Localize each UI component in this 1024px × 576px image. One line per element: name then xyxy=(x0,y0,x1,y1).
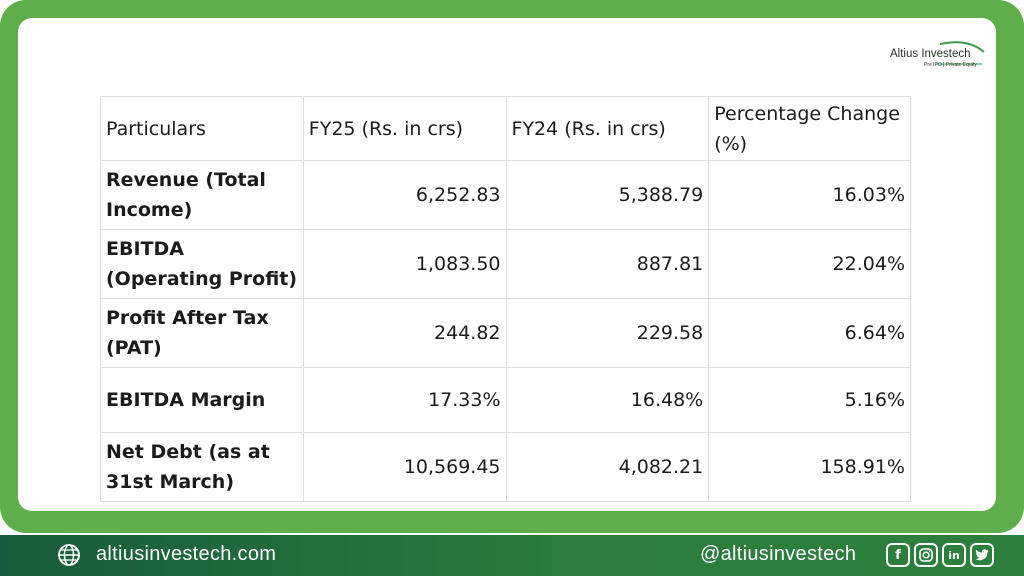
table-row: Revenue (Total Income) 6,252.83 5,388.79… xyxy=(100,160,911,230)
row-label: Profit After Tax (PAT) xyxy=(100,298,304,368)
facebook-icon[interactable]: f xyxy=(886,543,910,567)
logo-swoosh-icon xyxy=(936,41,985,65)
row-label: EBITDA Margin xyxy=(100,367,304,433)
instagram-icon[interactable] xyxy=(914,543,938,567)
fy24-value: 16.48% xyxy=(505,367,710,433)
website-link[interactable]: altiusinvestech.com xyxy=(96,543,277,565)
fy25-value: 244.82 xyxy=(302,298,507,368)
financials-table: Particulars FY25 (Rs. in crs) FY24 (Rs. … xyxy=(100,96,911,502)
row-label: EBITDA (Operating Profit) xyxy=(100,229,304,299)
change-value: 158.91% xyxy=(708,432,911,502)
change-value: 5.16% xyxy=(708,367,911,433)
fy25-value: 17.33% xyxy=(302,367,507,433)
change-value: 22.04% xyxy=(708,229,911,299)
fy25-value: 1,083.50 xyxy=(302,229,507,299)
twitter-bird-glyph xyxy=(975,549,989,561)
row-label: Revenue (Total Income) xyxy=(100,160,304,230)
fy24-value: 887.81 xyxy=(505,229,710,299)
fy24-value: 5,388.79 xyxy=(505,160,710,230)
linkedin-icon[interactable]: in xyxy=(942,543,966,567)
footer-bar: altiusinvestech.com @altiusinvestech f i… xyxy=(0,535,1024,576)
table-row: EBITDA Margin 17.33% 16.48% 5.16% xyxy=(100,367,911,433)
instagram-glyph xyxy=(919,548,933,562)
column-header: FY25 (Rs. in crs) xyxy=(302,96,507,161)
twitter-icon[interactable] xyxy=(970,543,994,567)
row-label: Net Debt (as at 31st March) xyxy=(100,432,304,502)
table-row: EBITDA (Operating Profit) 1,083.50 887.8… xyxy=(100,229,911,299)
column-header: Percentage Change (%) xyxy=(708,96,911,161)
fy25-value: 6,252.83 xyxy=(302,160,507,230)
table-header-row: Particulars FY25 (Rs. in crs) FY24 (Rs. … xyxy=(100,96,911,161)
logo-name: Altius Investech xyxy=(890,48,971,60)
company-logo: Altius Investech Pre IPO | Private Equit… xyxy=(880,38,990,76)
table-row: Profit After Tax (PAT) 244.82 229.58 6.6… xyxy=(100,298,911,368)
globe-icon xyxy=(58,544,80,566)
fy24-value: 4,082.21 xyxy=(505,432,710,502)
column-header: Particulars xyxy=(100,96,304,161)
fy24-value: 229.58 xyxy=(505,298,710,368)
social-handle: @altiusinvestech xyxy=(700,543,857,565)
logo-tagline: Pre IPO | Private Equity xyxy=(924,62,977,68)
table-row: Net Debt (as at 31st March) 10,569.45 4,… xyxy=(100,432,911,502)
change-value: 6.64% xyxy=(708,298,911,368)
change-value: 16.03% xyxy=(708,160,911,230)
column-header: FY24 (Rs. in crs) xyxy=(505,96,710,161)
fy25-value: 10,569.45 xyxy=(302,432,507,502)
